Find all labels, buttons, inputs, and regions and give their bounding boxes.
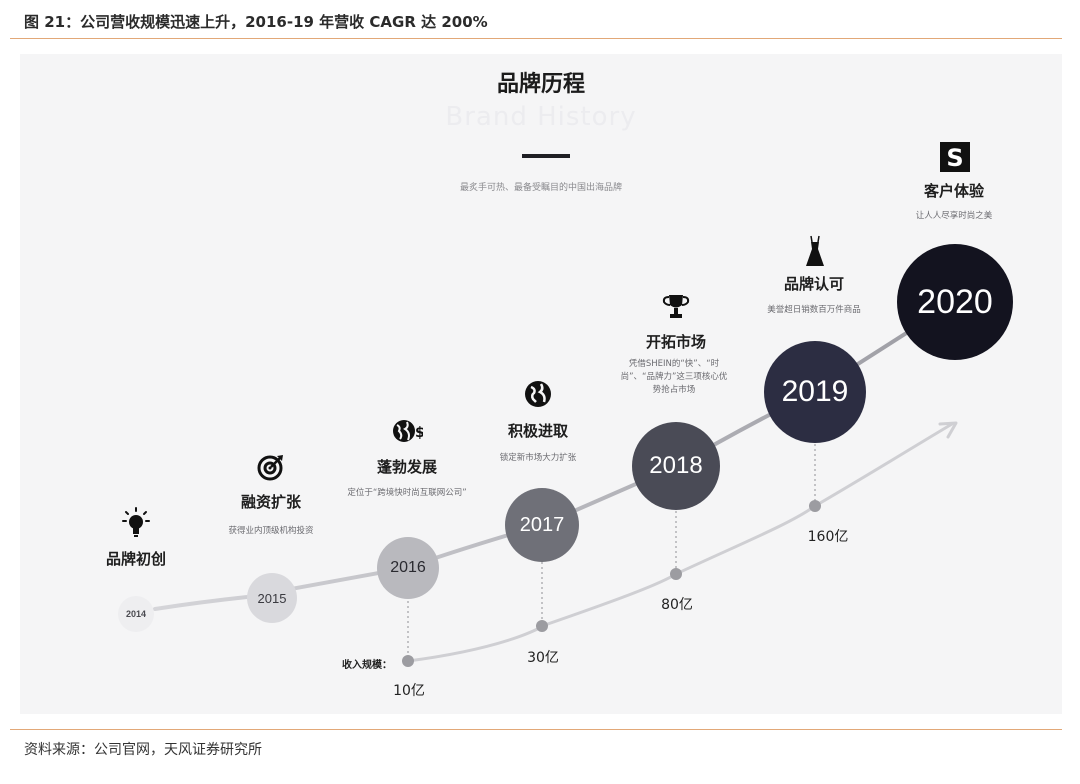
year-circle-2020: 2020 <box>897 244 1013 360</box>
panel-ghost-title: Brand History <box>445 102 637 132</box>
shein-logo-icon: S <box>940 142 970 172</box>
year-circle-2015: 2015 <box>247 573 297 623</box>
year-circle-2018: 2018 <box>632 422 720 510</box>
timeline-graphics <box>153 300 958 667</box>
revenue-axis-label: 收入规模： <box>342 660 392 671</box>
milestone-title-2018: 开拓市场 <box>645 333 707 351</box>
milestone-desc-2019: 美誉超日销数百万件商品 <box>767 305 861 315</box>
year-circle-2014: 2014 <box>118 596 154 632</box>
revenue-label-2019: 160亿 <box>807 529 849 545</box>
target-icon <box>257 455 283 481</box>
header-title: 图 21：公司营收规模迅速上升，2016-19 年营收 CAGR 达 200% <box>24 13 488 31</box>
revenue-label-2018: 80亿 <box>661 597 693 613</box>
source-note: 资料来源：公司官网，天风证券研究所 <box>24 742 262 758</box>
revenue-dot-2016 <box>402 655 414 667</box>
title-bar <box>522 154 570 158</box>
panel-title: 品牌历程 <box>496 72 585 97</box>
milestone-desc-2017: 锁定新市场大力扩张 <box>499 453 577 463</box>
revenue-dot-2019 <box>809 500 821 512</box>
milestone-title-2015: 融资扩张 <box>240 493 302 511</box>
revenue-dot-2018 <box>670 568 682 580</box>
svg-text:$: $ <box>415 425 423 441</box>
footer-rule <box>10 729 1062 730</box>
globe-dollar-icon: $ <box>393 420 423 442</box>
milestone-title-2017: 积极进取 <box>507 422 569 440</box>
milestone-desc-2018: 凭借SHEIN的“快”、“时尚”、“品牌力”这三项核心优势抢占市场 <box>620 359 728 395</box>
panel-subtitle: 最炙手可热、最备受瞩目的中国出海品牌 <box>459 183 622 193</box>
revenue-dot-2017 <box>536 620 548 632</box>
milestone-title-2019: 品牌认可 <box>783 275 845 293</box>
milestone-desc-2015: 获得业内顶级机构投资 <box>228 526 314 536</box>
trophy-icon <box>662 295 690 318</box>
revenue-label-2017: 30亿 <box>527 650 559 666</box>
lightbulb-icon <box>122 507 150 537</box>
milestone-title-2020: 客户体验 <box>923 182 985 200</box>
year-circle-2019: 2019 <box>764 341 866 443</box>
milestone-path <box>153 300 957 611</box>
year-circle-2016: 2016 <box>377 537 439 599</box>
brand-history-panel: 品牌历程 Brand History 最炙手可热、最备受瞩目的中国出海品牌 20… <box>20 54 1062 714</box>
dress-icon <box>806 235 824 266</box>
milestone-title-2016: 蓬勃发展 <box>376 458 438 476</box>
globe-icon <box>525 381 551 407</box>
milestone-title-2014: 品牌初创 <box>105 550 167 568</box>
revenue-arrowhead <box>938 421 958 439</box>
year-circle-2017: 2017 <box>505 488 579 562</box>
header-rule <box>10 38 1062 39</box>
svg-text:S: S <box>946 144 963 172</box>
milestone-desc-2020: 让人人尽享时尚之美 <box>915 211 993 221</box>
revenue-label-2016: 10亿 <box>393 683 425 699</box>
milestone-desc-2016: 定位于“跨境快时尚互联网公司” <box>347 488 467 498</box>
